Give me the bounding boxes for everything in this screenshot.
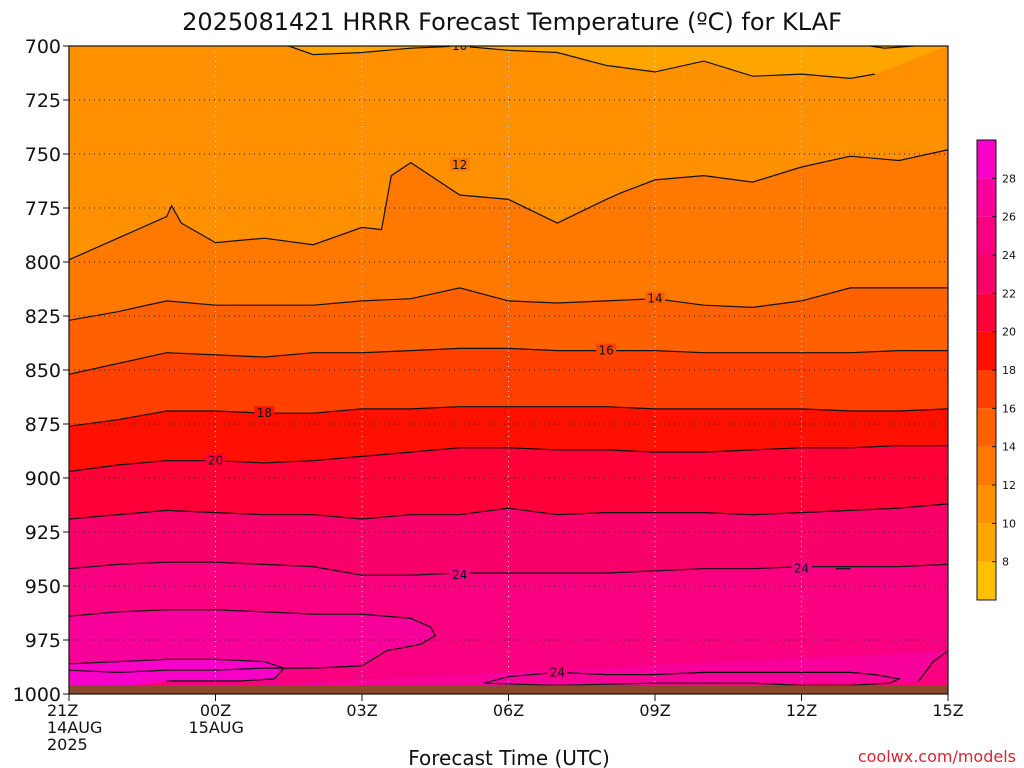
colorbar-legend: 8 10 12 14 16 18 20 22 24 26 28 [976,139,1016,601]
y-tick-label: 875 [25,414,61,436]
contour-label-bg [449,568,470,582]
colorbar-tick-label: 20 [1002,326,1016,339]
colorbar-bin [977,408,996,447]
colorbar-bin [977,255,996,294]
contour-14 [69,287,948,321]
colorbar-tick-label: 24 [1002,249,1016,262]
x-tick-label: 03Z [346,701,377,720]
x-tick-label: 00Z [200,701,231,720]
contour-label-bg [449,46,470,52]
contour-label-bg [645,291,665,305]
y-tick-label: 825 [25,306,61,328]
contour-label: 20 [208,454,223,468]
contour-label-bg [547,665,568,679]
colorbar-bin [977,561,996,600]
y-tick-label: 750 [25,144,61,166]
contour-label-bg [791,561,812,575]
y-axis: 700 725 750 775 800 825 850 875 900 925 950 975 1000 [13,36,69,706]
contour-label-bg [205,453,226,467]
contour-26 [69,609,437,674]
y-tick-label: 925 [25,522,61,544]
contour-24 [483,671,902,687]
y-tick-label: 950 [25,576,61,598]
y-tick-label: 800 [25,252,61,274]
contour-label-bg [254,406,275,420]
contour-label-bg [449,157,470,171]
colorbar-tick-label: 26 [1002,211,1016,224]
contour-label: 14 [647,292,662,306]
contour-label: 12 [452,158,467,172]
x-tick-label: 14AUG [47,718,102,737]
colorbar-bin [977,216,996,255]
contour-label: 10 [452,39,467,53]
colorbar-bin [977,523,996,562]
colorbar-tick-label: 10 [1002,517,1016,530]
y-tick-label: 700 [25,36,61,58]
source-credit: coolwx.com/models [858,747,1016,766]
y-tick-label: 775 [25,198,61,220]
cool-pocket-10 [288,46,948,79]
contour-10 [288,46,875,80]
x-tick-label: 2025 [47,735,88,754]
y-tick-label: 1000 [13,684,61,706]
colorbar-bin [977,370,996,409]
y-tick-label: 850 [25,360,61,382]
contour-16 [69,347,948,375]
contour-label: 16 [599,344,614,358]
y-tick-label: 900 [25,468,61,490]
contour-22 [69,503,948,520]
contour-label: 24 [794,562,809,576]
colorbar-tick-label: 28 [1002,172,1016,185]
contour-26 [918,650,948,682]
colorbar-tick-label: 16 [1002,402,1016,415]
warm-pocket-28 [69,659,284,694]
colorbar-bin [977,178,996,217]
x-tick-label: 12Z [786,701,817,720]
x-tick-label: 21Z [47,701,78,720]
contour-28 [69,658,285,682]
colorbar-bin [977,293,996,332]
x-axis-label: Forecast Time (UTC) [408,746,610,768]
colorbar-tick-label: 18 [1002,364,1016,377]
colorbar-bin [977,485,996,524]
chart-title: 2025081421 HRRR Forecast Temperature (ºC… [182,8,842,36]
colorbar-tick-label: 12 [1002,479,1016,492]
colorbar-bin [977,446,996,485]
x-tick-label: 15AUG [189,718,244,737]
contour-label: 24 [452,568,467,582]
colorbar-tick-label: 14 [1002,441,1016,454]
y-tick-label: 975 [25,630,61,652]
contour-18 [69,406,948,427]
x-tick-label: 15Z [932,701,963,720]
x-tick-label: 09Z [639,701,670,720]
contour-label: 24 [550,665,565,679]
contour-8 [869,46,914,49]
colorbar-bin [977,331,996,370]
warm-pocket-26 [69,609,436,694]
grid-lines [69,46,948,694]
colorbar-bin [977,140,996,179]
contour-lines: 10 12 14 16 18 20 24 24 24 [69,39,948,687]
terrain-ground [69,685,948,694]
contour-label: 18 [257,406,272,420]
colorbar-tick-label: 8 [1002,556,1009,569]
filled-temperature-field [69,46,948,694]
y-tick-label: 725 [25,90,61,112]
contour-label-bg [596,343,617,357]
colorbar-tick-label: 22 [1002,287,1016,300]
x-tick-label: 06Z [493,701,524,720]
contour-12 [69,149,948,261]
